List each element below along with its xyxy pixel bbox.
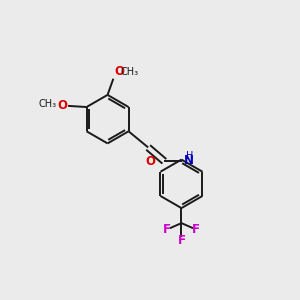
Text: O: O: [57, 99, 67, 112]
Text: O: O: [114, 65, 124, 78]
Text: CH₃: CH₃: [38, 100, 56, 110]
Text: CH₃: CH₃: [121, 67, 139, 77]
Text: H: H: [186, 151, 194, 161]
Text: O: O: [145, 155, 155, 168]
Text: F: F: [178, 234, 185, 247]
Text: N: N: [184, 154, 194, 167]
Text: F: F: [163, 223, 171, 236]
Text: F: F: [192, 223, 200, 236]
